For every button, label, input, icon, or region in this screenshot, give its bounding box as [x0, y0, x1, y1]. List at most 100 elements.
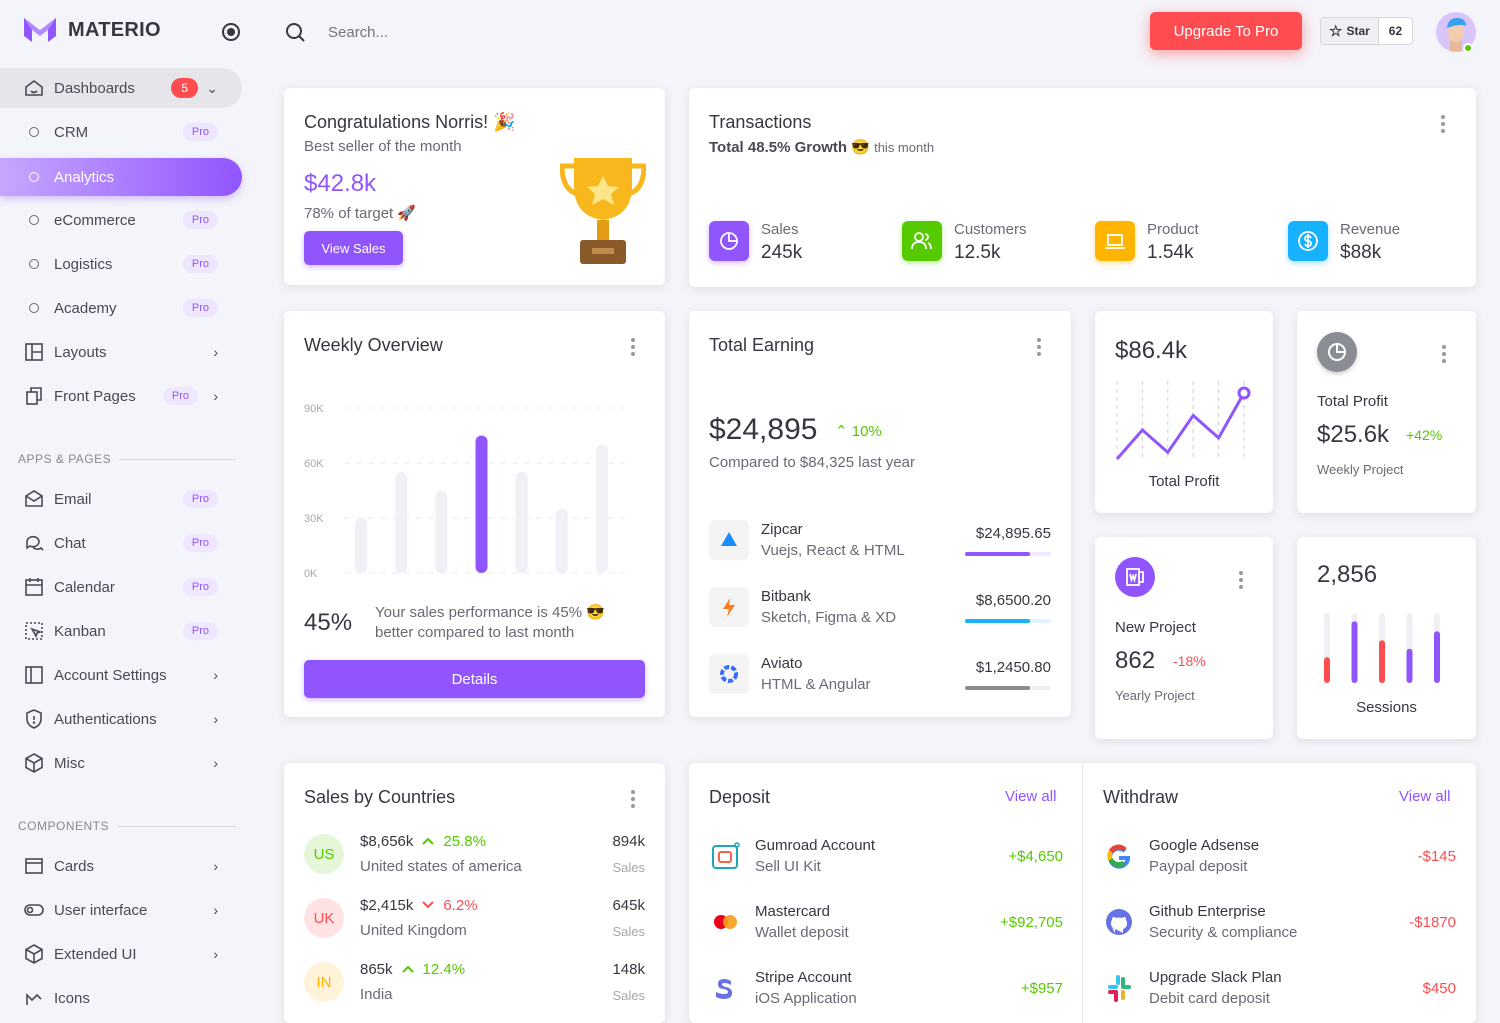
new-project-change: -18%: [1173, 653, 1206, 669]
view-sales-button[interactable]: View Sales: [304, 231, 403, 265]
chevron-right-icon: ›: [213, 858, 218, 874]
more-options-icon[interactable]: [630, 335, 636, 359]
new-project-card: New Project 862 -18% Yearly Project: [1095, 537, 1273, 739]
weekly-text: Your sales performance is 45% 😎 better c…: [375, 604, 605, 641]
transaction-row: Google Adsense Paypal deposit -$145: [1103, 834, 1456, 878]
sidebar-item-crm[interactable]: CRM Pro: [0, 112, 242, 152]
sidebar-item-academy[interactable]: Academy Pro: [0, 288, 242, 328]
sales-label: Sales: [612, 924, 645, 939]
sidebar-item-extended-ui[interactable]: Extended UI ›: [0, 934, 242, 974]
progress-fill: [965, 618, 1030, 623]
congratulations-card: Congratulations Norris! 🎉 Best seller of…: [284, 88, 665, 285]
more-options-icon[interactable]: [1238, 568, 1244, 592]
y-tick-label: 30K: [304, 513, 324, 525]
stat-product: Product 1.54k: [1095, 221, 1199, 264]
users-icon: [902, 221, 942, 261]
circle-icon: [29, 127, 39, 137]
aviato-logo-icon: [709, 654, 749, 694]
sidebar-item-front-pages[interactable]: Front Pages Pro ›: [0, 376, 242, 416]
sidebar-collapse-toggle[interactable]: [222, 23, 240, 41]
stat-label: Product: [1147, 221, 1199, 238]
sidebar-item-kanban[interactable]: Kanban Pro: [0, 611, 242, 651]
star-count: 62: [1378, 18, 1413, 44]
circle-icon: [29, 215, 39, 225]
bar: [515, 472, 528, 573]
sidebar-item-authentications[interactable]: Authentications ›: [0, 699, 242, 739]
word-document-icon: [1115, 557, 1155, 597]
email-icon: [24, 489, 44, 509]
bar: [1351, 621, 1358, 683]
chevron-right-icon: ›: [213, 755, 218, 771]
row-sub: Security & compliance: [1149, 924, 1298, 941]
progress-bar: [965, 618, 1051, 623]
more-options-icon[interactable]: [630, 787, 636, 811]
search-input[interactable]: [328, 20, 628, 44]
chevron-right-icon: ›: [213, 388, 218, 404]
sidebar-item-calendar[interactable]: Calendar Pro: [0, 567, 242, 607]
item-amount: $8,6500.20: [975, 591, 1051, 609]
more-options-icon[interactable]: [1441, 342, 1447, 366]
sidebar-item-user-interface[interactable]: User interface ›: [0, 890, 242, 930]
row-name: Github Enterprise: [1149, 903, 1266, 920]
item-sub: Sketch, Figma & XD: [761, 609, 897, 626]
country-change: 6.2%: [443, 897, 478, 914]
circle-icon: [29, 172, 39, 182]
bitbank-logo-icon: [709, 587, 749, 627]
row-amount: $450: [1422, 979, 1456, 997]
country-sales: 894k: [612, 833, 645, 850]
sidebar-item-label: Misc: [54, 754, 85, 772]
chevron-up-icon: [421, 833, 435, 850]
sidebar-item-misc[interactable]: Misc ›: [0, 743, 242, 783]
sidebar-item-label: Cards: [54, 857, 95, 875]
item-name: Aviato: [761, 655, 803, 672]
dollar-icon: [1288, 221, 1328, 261]
weekly-percent: 45%: [304, 609, 353, 636]
sidebar-item-label: Kanban: [54, 622, 106, 640]
chevron-up-icon: ⌃: [835, 423, 848, 440]
transaction-row: Gumroad Account Sell UI Kit +$4,650: [709, 834, 1063, 878]
kanban-icon: [24, 621, 44, 641]
sidebar-item-logistics[interactable]: Logistics Pro: [0, 244, 242, 284]
sidebar-item-account-settings[interactable]: Account Settings ›: [0, 655, 242, 695]
gumroad-logo-icon: [709, 841, 741, 871]
sales-label: Sales: [612, 988, 645, 1003]
sidebar-item-chat[interactable]: Chat Pro: [0, 523, 242, 563]
y-tick-label: 90K: [304, 403, 324, 415]
brand-logo[interactable]: MATERIO: [24, 18, 161, 42]
github-star-button[interactable]: ☆ Star 62: [1320, 17, 1414, 45]
details-button[interactable]: Details: [304, 660, 645, 698]
sessions-amount: 2,856: [1317, 561, 1378, 588]
more-options-icon[interactable]: [1440, 112, 1446, 136]
country-avatar: IN: [304, 962, 344, 1002]
sidebar-item-analytics[interactable]: Analytics: [0, 158, 242, 196]
stat-value: 1.54k: [1147, 242, 1194, 263]
account-settings-icon: [24, 665, 44, 685]
chevron-right-icon: ›: [213, 344, 218, 360]
sidebar-item-email[interactable]: Email Pro: [0, 479, 242, 519]
github-logo-icon: [1103, 907, 1135, 937]
more-options-icon[interactable]: [1036, 335, 1042, 359]
country-row: UK $2,415k 6.2% United Kingdom 645k Sales: [304, 893, 645, 943]
deposit-view-all-link[interactable]: View all: [1005, 788, 1057, 805]
sidebar-item-ecommerce[interactable]: eCommerce Pro: [0, 200, 242, 240]
toggle-icon: [24, 900, 44, 920]
sidebar-item-dashboards[interactable]: Dashboards 5 ⌄: [0, 68, 242, 108]
upgrade-to-pro-button[interactable]: Upgrade To Pro: [1150, 12, 1302, 50]
sidebar-item-cards[interactable]: Cards ›: [0, 846, 242, 886]
pro-badge: Pro: [182, 622, 218, 640]
search-icon[interactable]: [284, 21, 306, 48]
country-change: 25.8%: [443, 833, 486, 850]
earning-title: Total Earning: [709, 335, 815, 355]
withdraw-view-all-link[interactable]: View all: [1399, 788, 1451, 805]
sidebar-item-icons[interactable]: Icons: [0, 978, 242, 1018]
stat-value: 245k: [761, 242, 803, 263]
sidebar-item-layouts[interactable]: Layouts ›: [0, 332, 242, 372]
cards-icon: [24, 856, 44, 876]
brand-name: MATERIO: [68, 18, 161, 41]
star-label: Star: [1346, 24, 1370, 38]
sidebar-item-label: Front Pages: [54, 387, 136, 405]
circle-icon: [29, 303, 39, 313]
item-sub: Vuejs, React & HTML: [761, 542, 905, 559]
sidebar-item-label: Icons: [54, 989, 90, 1007]
total-profit-card: Total Profit $25.6k +42% Weekly Project: [1297, 311, 1476, 513]
